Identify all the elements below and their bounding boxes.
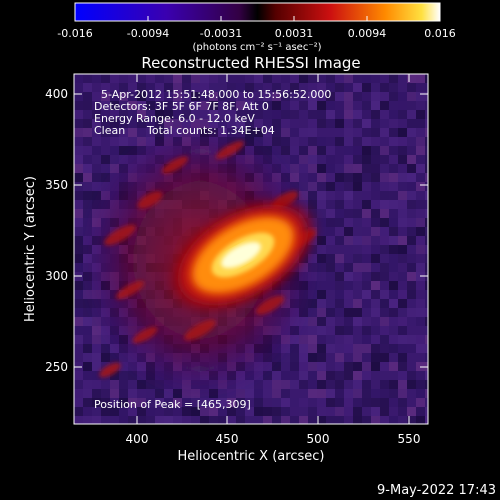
y-tick-label: 300 (45, 269, 68, 283)
colorbar: -0.016 -0.0094 -0.0031 0.0031 0.0094 0.0… (57, 2, 456, 53)
peak-position-text: Position of Peak = [465,309] (94, 398, 251, 411)
colorbar-tick: -0.0031 (200, 27, 242, 40)
colorbar-units: (photons cm⁻² s⁻¹ asec⁻²) (192, 42, 321, 53)
y-tick-label: 350 (45, 178, 68, 192)
x-tick-label: 400 (126, 432, 149, 446)
reconstructed-image (74, 74, 428, 424)
y-tick-label: 250 (45, 360, 68, 374)
x-tick-label: 500 (307, 432, 330, 446)
colorbar-tick: -0.016 (57, 27, 92, 40)
axis-ticks (74, 74, 428, 424)
colorbar-gradient (74, 2, 441, 22)
y-tick-label: 400 (45, 87, 68, 101)
total-counts-text: Total counts: 1.34E+04 (146, 124, 275, 137)
time-range-text: 5-Apr-2012 15:51:48.000 to 15:56:52.000 (101, 88, 331, 101)
colorbar-tick: 0.0031 (275, 27, 314, 40)
plot-frame (73, 73, 429, 425)
x-axis-label: Heliocentric X (arcsec) (178, 449, 325, 464)
energy-range-text: Energy Range: 6.0 - 12.0 keV (94, 112, 255, 125)
plot-title: Reconstructed RHESSI Image (141, 54, 360, 72)
detectors-text: Detectors: 3F 5F 6F 7F 8F, Att 0 (94, 100, 269, 113)
x-tick-label: 550 (398, 432, 421, 446)
colorbar-tick: -0.0094 (127, 27, 169, 40)
source-core (221, 241, 261, 269)
x-tick-label: 450 (216, 432, 239, 446)
y-axis-label: Heliocentric Y (arcsec) (23, 176, 38, 322)
method-text: Clean (94, 124, 125, 137)
colorbar-tick: 0.016 (424, 27, 456, 40)
colorbar-tick: 0.0094 (348, 27, 387, 40)
footer-date: 9-May-2022 17:43 (377, 483, 496, 498)
